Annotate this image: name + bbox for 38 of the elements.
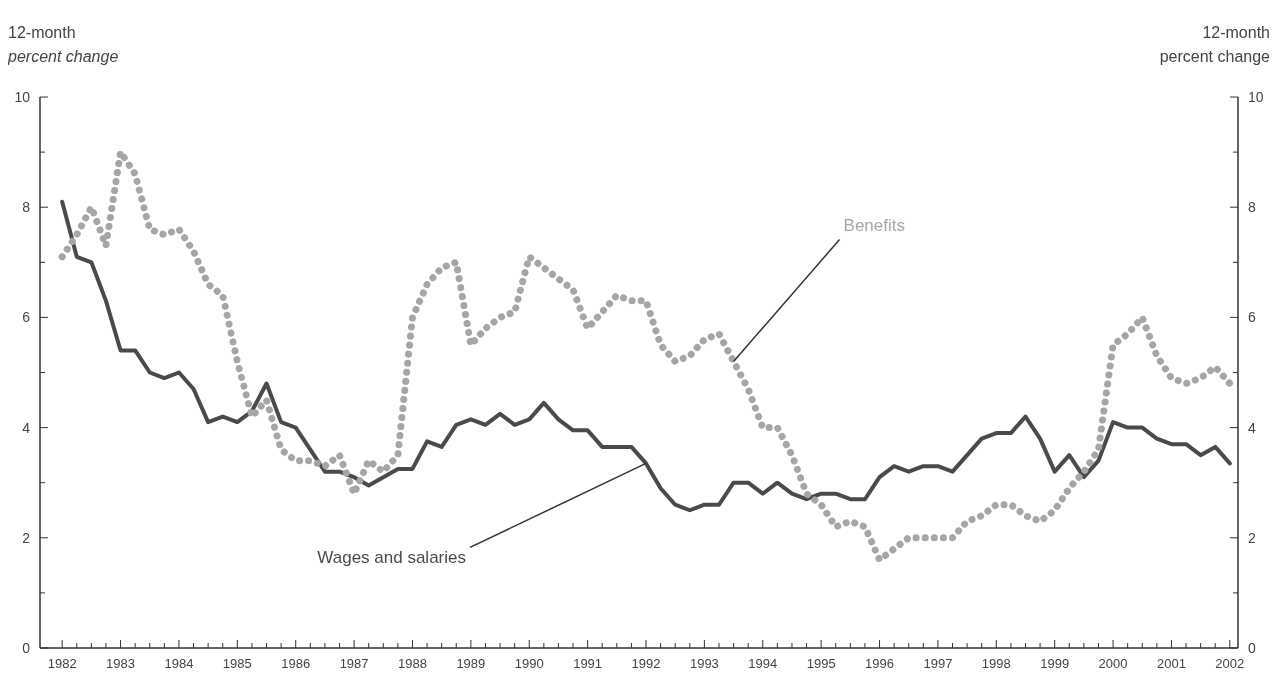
x-tick-label: 1989 xyxy=(456,656,486,671)
x-tick-label: 2000 xyxy=(1098,656,1128,671)
y2-tick-label: 4 xyxy=(1248,419,1256,436)
x-tick-label: 1997 xyxy=(923,656,953,671)
x-tick-label: 1995 xyxy=(806,656,836,671)
y2-tick-label: 6 xyxy=(1248,309,1256,326)
text: Benefits xyxy=(843,216,906,236)
text: Wages and salaries xyxy=(317,548,467,568)
x-tick-label: 1983 xyxy=(106,656,136,671)
y-tick-label: 0 xyxy=(22,640,31,656)
y2-axis-title: 12-month percent change xyxy=(1159,24,1271,65)
y-tick-label: 2 xyxy=(22,529,31,546)
x-tick-label: 1996 xyxy=(865,656,894,671)
y2-tick-label: 2 xyxy=(1248,529,1256,546)
y-tick-label: 10 xyxy=(14,89,31,105)
x-tick-label: 1982 xyxy=(47,656,77,671)
y-tick-label: 6 xyxy=(22,309,31,326)
x-tick-label: 1990 xyxy=(514,656,544,671)
x-tick-label: 1993 xyxy=(689,656,719,671)
x-tick-label: 1986 xyxy=(281,656,311,671)
x-tick-label: 1987 xyxy=(339,656,369,671)
x-tick-label: 2001 xyxy=(1156,656,1186,671)
x-tick-label: 1999 xyxy=(1040,656,1070,671)
x-tick-label: 1992 xyxy=(631,656,661,671)
y-tick-label: 8 xyxy=(22,199,31,216)
y2-tick-label: 0 xyxy=(1248,640,1256,656)
x-tick-label: 2002 xyxy=(1215,656,1245,671)
y-tick-label: 4 xyxy=(22,419,31,436)
y2-tick-label: 8 xyxy=(1248,199,1256,216)
x-tick-label: 1991 xyxy=(573,656,603,671)
x-tick-label: 1985 xyxy=(222,656,252,671)
x-tick-label: 1984 xyxy=(164,656,194,671)
x-tick-label: 1994 xyxy=(748,656,778,671)
x-tick-label: 1998 xyxy=(981,656,1011,671)
x-tick-label: 1988 xyxy=(398,656,427,671)
y-axis-title: 12-month percent change xyxy=(7,24,119,65)
line-series xyxy=(60,199,1232,513)
y2-tick-label: 10 xyxy=(1248,89,1264,105)
